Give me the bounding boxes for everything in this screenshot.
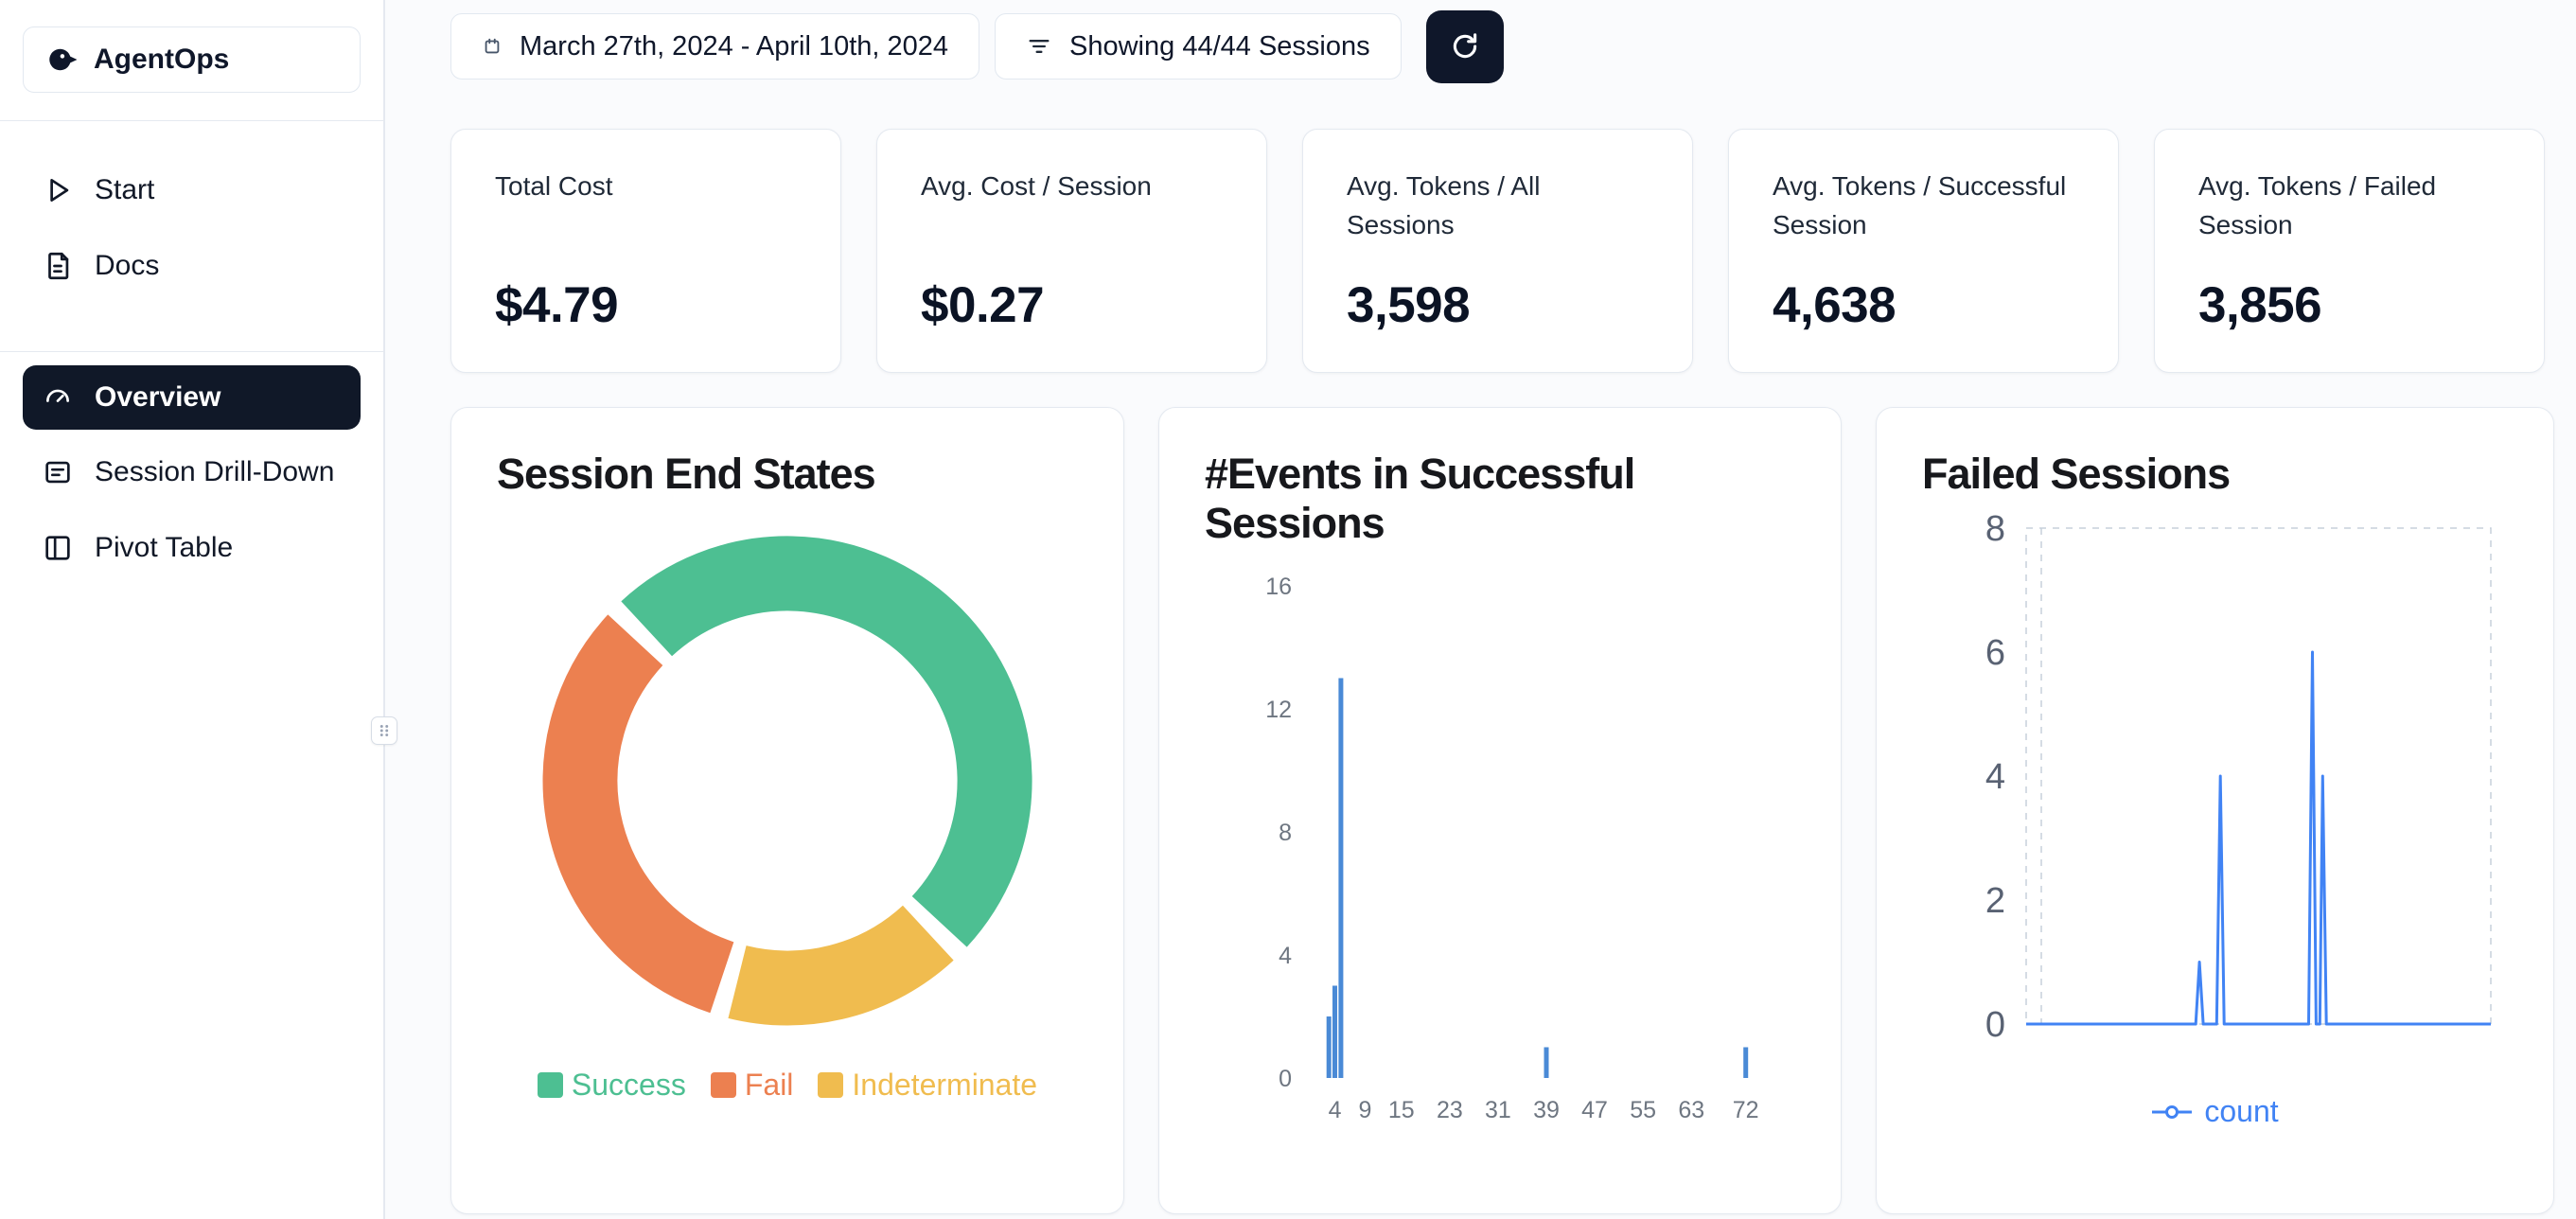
- brand-name: AgentOps: [94, 44, 230, 75]
- line-chart: 0 2 4 6 8: [1922, 508, 2508, 1081]
- indeterminate-swatch: [818, 1072, 844, 1099]
- calendar-icon: [482, 36, 503, 57]
- fail-swatch: [710, 1072, 736, 1099]
- svg-text:31: 31: [1485, 1097, 1511, 1123]
- drilldown-icon: [42, 456, 74, 488]
- svg-text:6: 6: [1985, 633, 2005, 673]
- legend-item-indeterminate[interactable]: Indeterminate: [818, 1068, 1037, 1103]
- sidebar: AgentOps Start Docs Overvie: [0, 0, 385, 1219]
- svg-text:9: 9: [1359, 1097, 1372, 1123]
- chart-title: Failed Sessions: [1922, 450, 2231, 498]
- filter-icon: [1026, 33, 1052, 60]
- failed-sessions-card: Failed Sessions 0 2 4 6 8 count: [1876, 407, 2554, 1214]
- stat-value: $4.79: [495, 277, 619, 333]
- nav-label: Start: [95, 174, 155, 205]
- refresh-icon: [1449, 30, 1481, 62]
- legend-label-success: Success: [571, 1068, 686, 1103]
- svg-text:0: 0: [1985, 1005, 2005, 1045]
- stat-label: Avg. Tokens / All Sessions: [1347, 171, 1541, 239]
- stat-label: Avg. Tokens / Successful Session: [1773, 171, 2067, 239]
- nav-label: Pivot Table: [95, 532, 234, 563]
- gauge-icon: [42, 381, 74, 414]
- svg-text:39: 39: [1533, 1097, 1560, 1123]
- legend-item-fail[interactable]: Fail: [710, 1068, 794, 1103]
- stat-label: Total Cost: [495, 171, 613, 201]
- success-swatch: [537, 1072, 563, 1099]
- donut-legend: Success Fail Indeterminate: [497, 1068, 1078, 1103]
- svg-text:47: 47: [1581, 1097, 1608, 1123]
- svg-text:12: 12: [1265, 697, 1292, 723]
- pivot-icon: [42, 532, 74, 564]
- sidebar-item-pivot-table[interactable]: Pivot Table: [23, 515, 361, 581]
- stat-card-avg-cost-session: Avg. Cost / Session $0.27: [876, 129, 1267, 373]
- events-in-successful-sessions-card: #Events in Successful Sessions 0 4 8 12 16 4 9…: [1158, 407, 1842, 1214]
- svg-text:8: 8: [1279, 820, 1292, 846]
- date-range-label: March 27th, 2024 - April 10th, 2024: [520, 30, 949, 62]
- divider: [0, 351, 383, 352]
- sidebar-item-overview[interactable]: Overview: [23, 365, 361, 430]
- svg-text:4: 4: [1985, 757, 2005, 797]
- toolbar: March 27th, 2024 - April 10th, 2024 Show…: [450, 9, 2554, 84]
- svg-text:8: 8: [1985, 509, 2005, 549]
- stat-value: 3,598: [1347, 277, 1471, 333]
- svg-text:72: 72: [1733, 1097, 1759, 1123]
- agentops-logo-icon: [44, 43, 79, 77]
- svg-text:55: 55: [1630, 1097, 1656, 1123]
- svg-text:63: 63: [1678, 1097, 1704, 1123]
- line-marker-icon: [2151, 1104, 2193, 1121]
- refresh-button[interactable]: [1425, 9, 1504, 83]
- sidebar-item-session-drill-down[interactable]: Session Drill-Down: [23, 439, 361, 505]
- brand[interactable]: AgentOps: [23, 26, 361, 93]
- stat-card-avg-tokens-successful: Avg. Tokens / Successful Session 4,638: [1728, 129, 2119, 373]
- date-range-button[interactable]: March 27th, 2024 - April 10th, 2024: [450, 13, 980, 80]
- divider: [0, 120, 383, 121]
- legend-item-success[interactable]: Success: [537, 1068, 686, 1103]
- svg-text:0: 0: [1279, 1066, 1292, 1092]
- sessions-filter-button[interactable]: Showing 44/44 Sessions: [995, 13, 1402, 80]
- svg-text:15: 15: [1388, 1097, 1415, 1123]
- stat-label: Avg. Tokens / Failed Session: [2198, 171, 2437, 239]
- stat-card-total-cost: Total Cost $4.79: [450, 129, 841, 373]
- stats-row: Total Cost $4.79 Avg. Cost / Session $0.…: [450, 129, 2554, 373]
- donut-chart: [522, 516, 1052, 1051]
- svg-text:4: 4: [1279, 943, 1292, 969]
- svg-text:4: 4: [1329, 1097, 1342, 1123]
- stat-value: 3,856: [2198, 277, 2322, 333]
- docs-icon: [42, 250, 74, 282]
- sidebar-resize-handle[interactable]: [371, 716, 397, 745]
- stat-label: Avg. Cost / Session: [921, 171, 1152, 201]
- main-content: March 27th, 2024 - April 10th, 2024 Show…: [385, 0, 2576, 1219]
- nav-label: Session Drill-Down: [95, 456, 335, 487]
- stat-card-avg-tokens-all: Avg. Tokens / All Sessions 3,598: [1302, 129, 1693, 373]
- count-legend-label: count: [2204, 1094, 2279, 1129]
- charts-row: Session End States Success Fail: [450, 407, 2554, 1214]
- grip-dots-icon: [375, 721, 394, 740]
- chart-title: #Events in Successful Sessions: [1205, 450, 1635, 548]
- svg-text:16: 16: [1265, 574, 1292, 600]
- legend-label-fail: Fail: [744, 1068, 794, 1103]
- bar-chart: 0 4 8 12 16 4 9 15 23 31 39 47 55 63 72: [1205, 557, 1795, 1149]
- stat-card-avg-tokens-failed: Avg. Tokens / Failed Session 3,856: [2154, 129, 2545, 373]
- svg-text:2: 2: [1985, 881, 2005, 921]
- sidebar-nav: Start Docs Overview Session Drill-Do: [0, 121, 383, 581]
- chart-title: Session End States: [497, 450, 876, 498]
- svg-text:23: 23: [1437, 1097, 1463, 1123]
- stat-value: 4,638: [1773, 277, 1897, 333]
- sidebar-item-start[interactable]: Start: [23, 157, 361, 223]
- nav-label: Overview: [95, 381, 221, 413]
- stat-value: $0.27: [921, 277, 1045, 333]
- legend-label-indeterminate: Indeterminate: [852, 1068, 1038, 1103]
- nav-label: Docs: [95, 250, 160, 281]
- sidebar-item-docs[interactable]: Docs: [23, 233, 361, 299]
- session-end-states-card: Session End States Success Fail: [450, 407, 1124, 1214]
- play-icon: [42, 174, 74, 206]
- sessions-filter-label: Showing 44/44 Sessions: [1069, 30, 1370, 62]
- count-legend[interactable]: count: [1922, 1094, 2508, 1129]
